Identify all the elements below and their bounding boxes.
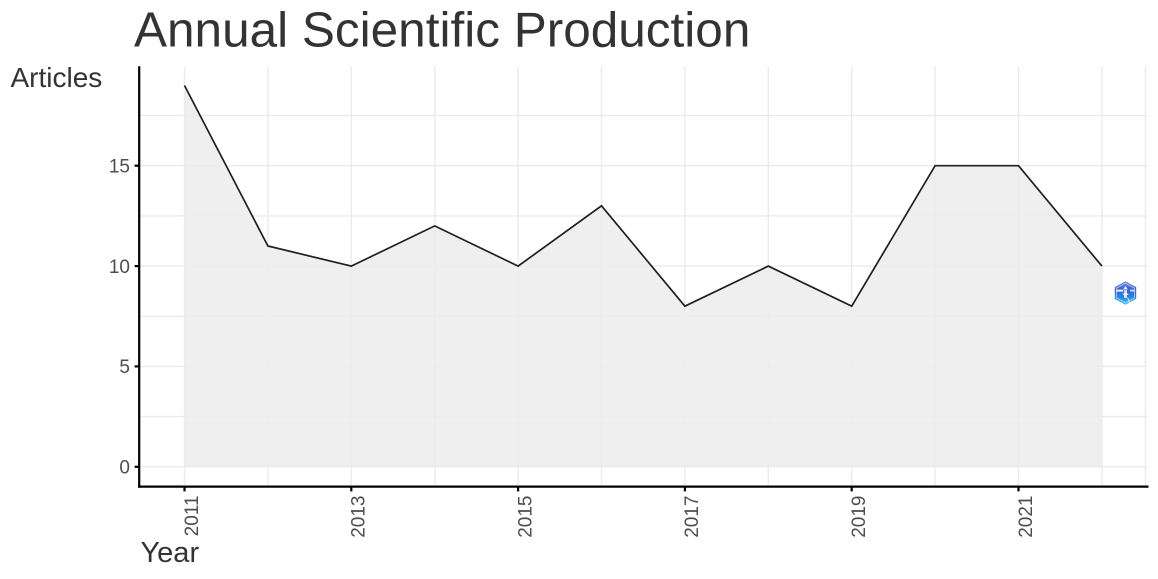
svg-text:5: 5 — [119, 357, 130, 378]
svg-text:2015: 2015 — [515, 496, 536, 538]
svg-text:2021: 2021 — [1016, 496, 1037, 538]
svg-text:2011: 2011 — [182, 496, 203, 537]
svg-text:0: 0 — [119, 458, 130, 479]
svg-text:Articles: Articles — [11, 62, 103, 93]
svg-text:2017: 2017 — [682, 496, 703, 538]
svg-text:Year: Year — [141, 537, 200, 569]
svg-text:2019: 2019 — [849, 496, 870, 538]
svg-text:Annual Scientific Production: Annual Scientific Production — [134, 3, 750, 58]
svg-text:2013: 2013 — [349, 496, 370, 538]
svg-text:10: 10 — [109, 257, 130, 278]
svg-text:15: 15 — [109, 157, 130, 178]
